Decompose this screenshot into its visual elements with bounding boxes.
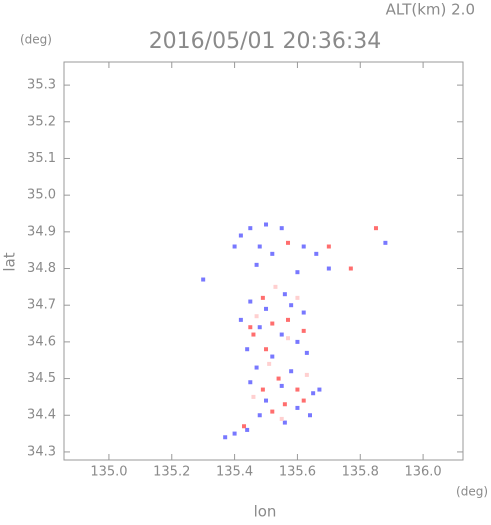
data-point: [279, 332, 284, 337]
data-point: [264, 306, 269, 311]
y-tick-label: 34.7: [27, 298, 56, 313]
data-point: [264, 398, 269, 403]
data-point: [260, 295, 265, 300]
data-point: [264, 347, 269, 352]
y-tick-label: 35.1: [27, 151, 56, 166]
data-point: [273, 284, 278, 289]
data-point: [267, 361, 272, 366]
data-point: [254, 314, 259, 319]
data-point: [314, 251, 319, 256]
data-point: [326, 244, 331, 249]
data-point: [245, 427, 250, 432]
x-axis-label: lon: [254, 503, 277, 521]
data-point: [257, 413, 262, 418]
data-point: [295, 339, 300, 344]
data-point: [326, 266, 331, 271]
data-point: [257, 244, 262, 249]
data-point: [270, 409, 275, 414]
data-point: [301, 398, 306, 403]
data-point: [248, 299, 253, 304]
y-tick-label: 34.3: [27, 444, 56, 459]
data-point: [301, 310, 306, 315]
data-point: [282, 402, 287, 407]
data-point: [279, 383, 284, 388]
data-point: [348, 266, 353, 271]
data-point: [238, 233, 243, 238]
data-point: [257, 325, 262, 330]
y-tick-label: 35.2: [27, 114, 56, 129]
data-point: [248, 226, 253, 231]
x-tick-label: 135.0: [90, 465, 127, 480]
data-point: [286, 317, 291, 322]
y-tick-label: 34.5: [27, 371, 56, 386]
data-point: [264, 222, 269, 227]
data-point: [248, 325, 253, 330]
data-point: [295, 387, 300, 392]
x-tick-label: 136.0: [404, 465, 441, 480]
data-point: [282, 292, 287, 297]
data-point: [373, 226, 378, 231]
data-point: [301, 328, 306, 333]
data-point: [286, 240, 291, 245]
data-point: [201, 277, 206, 282]
data-point: [251, 394, 256, 399]
data-point: [270, 251, 275, 256]
data-point: [279, 226, 284, 231]
altitude-label: ALT(km) 2.0: [386, 1, 475, 19]
data-point: [383, 240, 388, 245]
data-point: [304, 350, 309, 355]
data-point: [238, 317, 243, 322]
x-tick-label: 135.8: [342, 465, 379, 480]
y-axis-label: lat: [1, 252, 19, 271]
data-point: [251, 332, 256, 337]
data-point: [282, 420, 287, 425]
x-tick-label: 135.6: [279, 465, 316, 480]
data-point: [232, 431, 237, 436]
data-point: [254, 365, 259, 370]
x-unit: (deg): [456, 485, 488, 499]
data-point: [317, 387, 322, 392]
data-point: [270, 321, 275, 326]
x-tick-label: 135.2: [153, 465, 190, 480]
data-point: [260, 387, 265, 392]
y-tick-label: 35.3: [27, 78, 56, 93]
data-point: [295, 295, 300, 300]
data-point: [289, 369, 294, 374]
data-point: [289, 303, 294, 308]
chart-title: 2016/05/01 20:36:34: [149, 29, 382, 54]
data-point: [286, 336, 291, 341]
data-point: [254, 262, 259, 267]
data-point: [248, 380, 253, 385]
data-point: [301, 244, 306, 249]
data-point: [307, 413, 312, 418]
y-tick-label: 34.6: [27, 334, 56, 349]
data-point: [304, 372, 309, 377]
data-point: [242, 424, 247, 429]
x-tick-label: 135.4: [216, 465, 253, 480]
y-tick-label: 34.9: [27, 224, 56, 239]
y-tick-label: 35.0: [27, 188, 56, 203]
data-point: [245, 347, 250, 352]
data-point: [223, 435, 228, 440]
y-tick-label: 34.8: [27, 261, 56, 276]
data-point: [279, 416, 284, 421]
data-point: [232, 244, 237, 249]
data-point: [295, 270, 300, 275]
y-unit: (deg): [20, 33, 52, 47]
data-point: [295, 405, 300, 410]
data-point: [270, 354, 275, 359]
data-point: [276, 376, 281, 381]
plot-frame: [63, 61, 464, 461]
y-tick-label: 34.4: [27, 408, 56, 423]
data-point: [311, 391, 316, 396]
